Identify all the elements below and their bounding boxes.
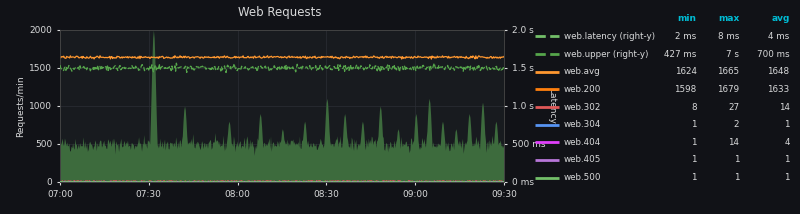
Text: 2: 2	[734, 120, 739, 129]
Text: 1: 1	[734, 173, 739, 182]
Text: web.upper (right-y): web.upper (right-y)	[564, 50, 648, 59]
Text: 1633: 1633	[767, 85, 790, 94]
Text: web.latency (right-y): web.latency (right-y)	[564, 32, 655, 41]
Text: 1: 1	[784, 155, 790, 165]
Text: 1648: 1648	[767, 67, 790, 76]
Text: min: min	[678, 14, 697, 23]
Text: 1: 1	[784, 120, 790, 129]
Text: 700 ms: 700 ms	[757, 50, 790, 59]
Text: 4 ms: 4 ms	[768, 32, 790, 41]
Text: web.304: web.304	[564, 120, 602, 129]
Text: Web Requests: Web Requests	[238, 6, 322, 19]
Text: avg: avg	[771, 14, 790, 23]
Text: 1: 1	[734, 155, 739, 165]
Text: 1665: 1665	[717, 67, 739, 76]
Text: 1: 1	[691, 138, 697, 147]
Text: web.302: web.302	[564, 103, 602, 111]
Text: 1624: 1624	[674, 67, 697, 76]
Text: 1: 1	[784, 173, 790, 182]
Text: web.500: web.500	[564, 173, 602, 182]
Text: 27: 27	[728, 103, 739, 111]
Y-axis label: Requests/min: Requests/min	[16, 75, 25, 137]
Text: 7 s: 7 s	[726, 50, 739, 59]
Text: 8: 8	[691, 103, 697, 111]
Text: 1: 1	[691, 155, 697, 165]
Text: 1679: 1679	[717, 85, 739, 94]
Text: 1: 1	[691, 120, 697, 129]
Text: 4: 4	[784, 138, 790, 147]
Y-axis label: Latency: Latency	[547, 88, 556, 124]
Text: 427 ms: 427 ms	[664, 50, 697, 59]
Text: web.avg: web.avg	[564, 67, 601, 76]
Text: 1: 1	[691, 173, 697, 182]
Text: 1598: 1598	[674, 85, 697, 94]
Text: web.405: web.405	[564, 155, 602, 165]
Text: 8 ms: 8 ms	[718, 32, 739, 41]
Text: web.200: web.200	[564, 85, 602, 94]
Text: 14: 14	[728, 138, 739, 147]
Text: 14: 14	[778, 103, 790, 111]
Text: max: max	[718, 14, 739, 23]
Text: web.404: web.404	[564, 138, 601, 147]
Text: 2 ms: 2 ms	[675, 32, 697, 41]
